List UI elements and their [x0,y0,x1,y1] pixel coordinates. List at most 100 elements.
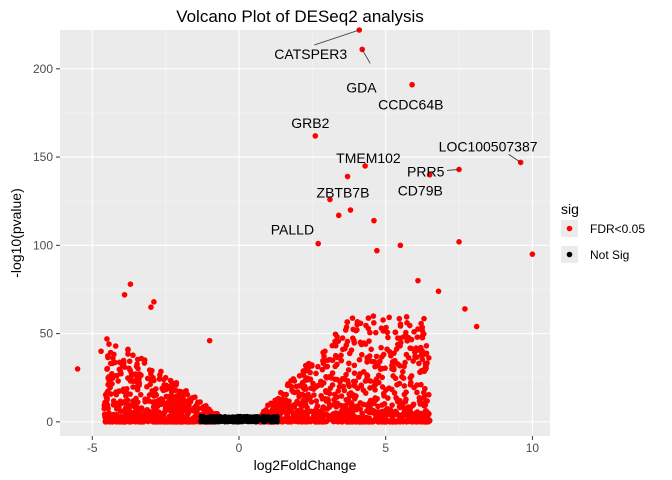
data-point [307,394,313,401]
data-point [298,413,304,419]
data-point [130,352,136,359]
data-point [351,370,358,376]
data-point [368,358,375,365]
data-point [172,398,179,405]
data-point [415,277,421,284]
data-point [333,403,340,410]
data-point [402,418,409,424]
data-point [123,393,129,399]
data-point [473,323,480,330]
data-point [395,418,402,425]
data-point [406,322,413,329]
gene-label: PALLD [271,221,314,237]
data-point [390,373,396,379]
data-point [378,344,384,351]
data-point [224,414,230,421]
data-point [456,239,462,245]
leader-line [361,49,371,64]
data-point [102,413,109,420]
gene-label: TMEM102 [336,150,401,166]
data-point [346,350,353,357]
data-point [153,419,160,425]
data-point [147,417,154,424]
data-point [381,401,388,407]
data-point [105,381,111,388]
data-point [422,402,429,409]
data-point [362,163,368,169]
data-point [323,398,330,404]
data-point [367,385,373,391]
data-point [397,242,404,249]
data-point [254,418,260,425]
data-point [418,381,424,388]
data-point [359,351,365,358]
data-point [120,357,127,364]
data-point [325,416,332,423]
data-point [118,370,124,377]
data-point [385,395,391,401]
data-point [206,337,213,344]
data-point [110,418,116,425]
data-point [335,388,342,394]
data-point [125,351,131,357]
data-point [200,404,207,410]
data-point [462,306,468,312]
data-point [372,329,379,336]
data-point [138,355,145,362]
data-point [179,400,185,407]
data-point [349,315,356,321]
data-point [399,403,405,410]
data-point [298,391,305,398]
data-point [336,418,342,425]
data-point [134,386,141,393]
data-point [348,390,354,396]
data-point [188,395,195,402]
data-point [315,363,321,370]
data-point [356,374,362,380]
data-point [400,375,407,381]
data-point [345,367,352,373]
data-point [332,376,338,383]
data-point [388,417,395,424]
data-point [109,360,116,367]
data-point [403,351,410,358]
data-point [212,417,219,423]
data-point [336,383,343,390]
data-point [315,240,322,247]
data-point [356,417,362,424]
data-point [397,323,404,329]
data-point [414,389,420,396]
data-point [343,371,349,378]
data-point [283,391,290,398]
data-point [148,371,154,377]
data-point [353,393,359,399]
data-point [115,388,122,395]
data-point [410,401,417,408]
data-point [411,329,417,335]
data-point [357,320,364,327]
data-point [417,401,424,407]
data-point [290,412,297,419]
data-point [203,417,210,424]
data-point [321,405,328,412]
data-point [151,393,157,399]
legend-label-sig: FDR<0.05 [590,222,645,236]
data-point [399,368,406,375]
data-point [403,411,409,418]
data-point [272,397,278,404]
data-point [162,401,168,408]
data-point [323,373,329,380]
data-point [380,317,386,323]
data-point [143,415,150,422]
data-point [121,291,128,298]
data-point [349,419,355,425]
data-point [331,391,338,398]
data-point [318,411,324,418]
data-point [115,378,121,384]
data-point [137,372,144,379]
data-point [364,372,370,378]
data-point [154,414,161,421]
data-point [176,388,183,395]
data-point [259,414,266,420]
data-point [127,391,133,397]
